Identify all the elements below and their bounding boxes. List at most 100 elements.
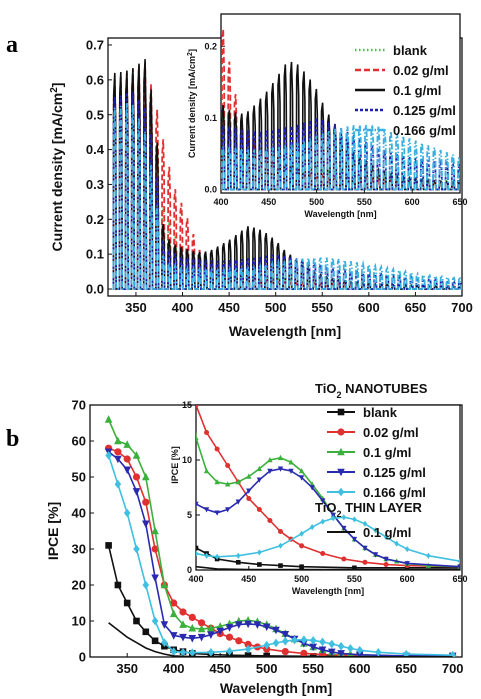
legend-header-thin-layer: TiO2 THIN LAYER [315,500,422,519]
y-tick-label: 70 [72,398,86,413]
data-point-3 [225,507,231,513]
data-point-4 [257,549,262,556]
data-point-0 [352,565,357,570]
x-tick-label: 350 [116,661,138,676]
data-point-3 [457,564,460,570]
data-point-2 [298,467,305,474]
data-point-3 [404,561,410,567]
data-point-3 [214,510,220,516]
data-point-3 [288,468,294,475]
data-point-1 [196,405,199,408]
data-point-3 [114,455,122,464]
y-label-sup: 2 [49,87,60,93]
y-tick-label: 50 [72,470,86,485]
data-point-3 [320,498,326,504]
data-point-4 [235,552,241,559]
data-point-3 [142,520,150,529]
x-tick-label: 700 [442,661,464,676]
data-point-0 [299,564,304,570]
y-tick-label: 0.1 [204,113,217,123]
data-point-4 [133,544,140,554]
data-point-4 [383,533,389,541]
y-tick-label: 0.2 [86,212,104,227]
data-point-3 [188,634,197,643]
data-point-1 [244,640,252,649]
data-point-4 [352,516,357,523]
data-point-1 [299,543,305,549]
data-point-1 [300,649,308,657]
data-point-3 [197,633,206,642]
legend-label-1: 0.02 g/ml [363,425,419,440]
data-point-2 [197,624,206,633]
chart-panel-a: 350 400 450 500 550 600 650 700 0.0 0.1 0.2 0.3 0.4 0… [49,13,473,339]
data-point-2 [288,459,294,465]
data-point-2 [225,481,231,487]
data-point-1 [188,613,196,622]
data-point-4 [170,647,177,656]
x-tick-label: 550 [357,197,372,207]
y-tick-label: 60 [72,434,86,449]
data-point-4 [226,646,233,656]
data-point-4 [105,451,112,460]
chart-panel-b: 350 400 450 500 550 600 650 7000102030405060704… [45,381,468,696]
data-point-2 [151,526,159,535]
legend-label-0: blank [363,405,398,420]
legend-label-2: 0.1 g/ml [363,445,411,460]
data-point-3 [383,556,389,563]
data-point-2 [142,472,150,481]
x-axis-label: Wavelength [nm] [220,680,332,696]
data-point-3 [179,633,187,642]
data-point-3 [309,643,317,652]
data-point-0 [244,652,252,657]
legend-header-nanotubes: TiO2 NANOTUBES [315,381,428,400]
y-label-text: Current density [mA/cm [49,93,65,252]
y-tick-label: 10 [182,455,192,465]
legend-label-3: 0.125 g/ml [363,465,426,480]
y-tick-label: 0 [187,565,192,575]
data-point-3 [341,525,347,532]
data-point-2 [203,467,210,474]
legend-header-nanotubes-suffix: NANOTUBES [341,381,427,396]
y-tick-label: 15 [182,400,192,410]
data-point-4 [320,518,326,525]
x-tick-label: 700 [451,300,473,315]
legend-label-5: 0.1 g/ml [363,525,411,540]
data-point-2 [104,415,113,423]
series-group [104,415,457,657]
data-point-1 [341,556,347,562]
x-tick-label: 500 [256,661,278,676]
x-tick-label: 600 [349,661,371,676]
data-point-1 [170,599,178,607]
data-point-0 [235,559,241,565]
data-point-4 [319,637,326,647]
data-point-3 [203,507,210,513]
data-point-3 [216,627,224,636]
data-point-2 [169,609,178,618]
legend-marker-0 [337,408,345,416]
x-tick-label: 350 [125,300,147,315]
data-point-1 [256,506,262,513]
data-point-3 [372,552,379,558]
data-point-1 [132,473,141,481]
y-tick-label: 10 [72,614,86,629]
data-point-1 [142,498,150,506]
data-point-3 [235,621,243,629]
data-point-4 [309,524,315,531]
data-point-4 [402,649,410,657]
data-point-2 [267,456,273,463]
data-point-4 [426,552,431,559]
data-point-2 [114,436,122,445]
data-point-0 [123,599,131,607]
series-group [221,28,460,191]
data-point-4 [123,508,131,518]
data-point-4 [449,650,456,657]
legend-marker-1 [337,428,345,436]
data-point-4 [347,644,354,653]
x-tick-label: 500 [294,574,309,584]
data-point-4 [161,638,168,647]
data-point-0 [196,545,199,551]
data-point-4 [362,520,368,527]
x-tick-label: 450 [209,661,231,676]
data-point-3 [267,468,273,475]
legend-label-4: 0.166 g/ml [393,123,456,138]
